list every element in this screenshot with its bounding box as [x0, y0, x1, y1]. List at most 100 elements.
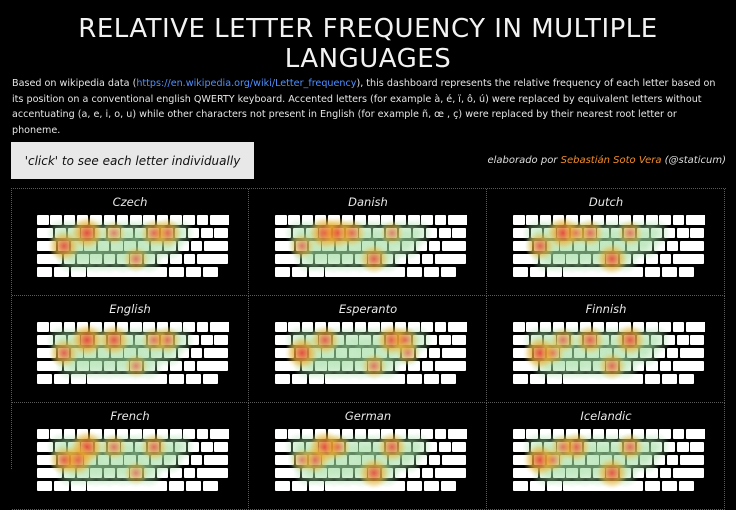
language-name: French — [110, 409, 150, 423]
key — [440, 267, 456, 277]
key — [117, 361, 129, 371]
key — [372, 335, 385, 345]
key — [539, 468, 552, 478]
key — [134, 335, 147, 345]
key — [174, 228, 186, 238]
key — [421, 215, 433, 225]
key — [202, 481, 218, 491]
show-letters-button[interactable]: 'click' to see each letter individually — [11, 142, 254, 179]
wikipedia-link[interactable]: https://en.wikipedia.org/wiki/Letter_fre… — [136, 78, 357, 89]
language-cell-danish[interactable]: Danish — [250, 189, 487, 296]
language-cell-dutch[interactable]: Dutch — [488, 189, 725, 296]
key — [94, 442, 107, 452]
key — [424, 267, 439, 277]
key — [566, 429, 578, 439]
key — [314, 429, 327, 439]
key — [632, 429, 645, 439]
page-title: RELATIVE LETTER FREQUENCY IN MULTIPLE LA… — [78, 14, 658, 74]
key — [117, 468, 129, 478]
key — [566, 468, 578, 478]
key — [402, 241, 414, 251]
language-cell-finnish[interactable]: Finnish — [488, 296, 725, 403]
key — [637, 228, 649, 238]
key — [314, 322, 327, 332]
key — [579, 361, 592, 371]
key — [37, 215, 49, 225]
key — [407, 374, 423, 384]
key — [623, 335, 636, 345]
key — [354, 429, 367, 439]
key — [292, 335, 305, 345]
key — [513, 267, 528, 277]
key — [606, 215, 618, 225]
key — [143, 215, 155, 225]
key — [632, 361, 645, 371]
key — [428, 455, 441, 465]
key — [315, 361, 327, 371]
description-text-end: ), this dashboard represents the relativ… — [12, 78, 716, 136]
key — [161, 442, 173, 452]
key — [63, 322, 76, 332]
key — [187, 228, 200, 238]
key — [308, 374, 324, 384]
language-cell-english[interactable]: English — [12, 296, 249, 403]
key — [626, 348, 639, 358]
language-cell-french[interactable]: French — [12, 403, 249, 510]
key — [121, 228, 133, 238]
key — [37, 481, 52, 491]
key — [68, 442, 80, 452]
key — [314, 215, 327, 225]
key — [513, 322, 525, 332]
key — [87, 267, 168, 277]
key — [533, 348, 546, 358]
key — [214, 442, 229, 452]
key — [292, 228, 305, 238]
key — [134, 228, 147, 238]
key — [355, 254, 367, 264]
key — [362, 348, 374, 358]
key — [90, 215, 102, 225]
key — [434, 254, 466, 264]
key — [275, 468, 300, 478]
key — [37, 442, 53, 452]
key — [137, 455, 150, 465]
key — [346, 442, 358, 452]
key — [275, 322, 287, 332]
language-cell-czech[interactable]: Czech — [12, 189, 249, 296]
key — [150, 455, 163, 465]
key — [434, 468, 466, 478]
key — [37, 322, 49, 332]
key — [103, 468, 116, 478]
key — [434, 429, 447, 439]
language-name: Czech — [112, 195, 148, 209]
language-cell-esperanto[interactable]: Esperanto — [250, 296, 487, 403]
key — [335, 348, 348, 358]
language-name: Dutch — [588, 195, 624, 209]
credit-author[interactable]: Sebastián Soto Vera — [560, 155, 662, 166]
language-name: Finnish — [585, 302, 627, 316]
key — [143, 468, 156, 478]
key — [359, 228, 371, 238]
key — [421, 254, 433, 264]
key — [685, 215, 705, 225]
key — [592, 429, 605, 439]
key — [579, 429, 591, 439]
key — [560, 241, 572, 251]
key — [103, 429, 115, 439]
key — [566, 361, 578, 371]
key — [375, 455, 388, 465]
key — [388, 455, 401, 465]
key — [663, 442, 676, 452]
key — [579, 322, 591, 332]
key — [637, 442, 649, 452]
key — [375, 348, 388, 358]
key — [539, 322, 552, 332]
language-cell-german[interactable]: German — [250, 403, 487, 510]
language-cell-icelandic[interactable]: Icelandic — [488, 403, 725, 510]
key — [346, 335, 358, 345]
key — [196, 215, 209, 225]
key — [632, 215, 645, 225]
key — [412, 228, 424, 238]
key — [77, 468, 89, 478]
key — [190, 241, 203, 251]
